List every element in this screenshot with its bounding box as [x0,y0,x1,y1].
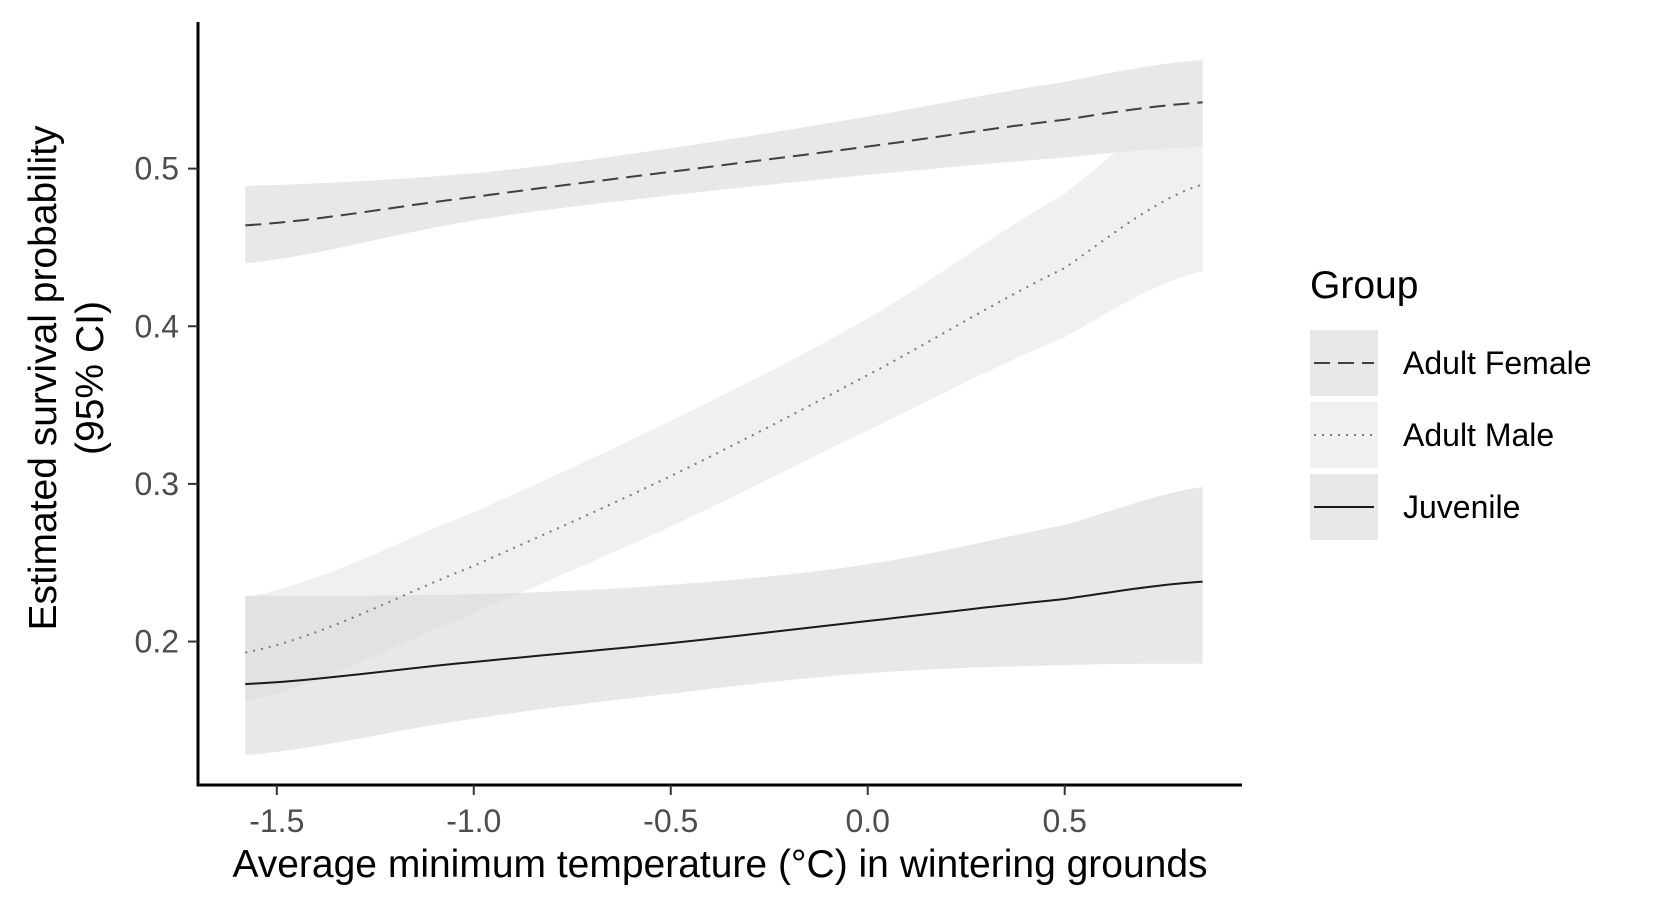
legend-label-adult-male: Adult Male [1403,417,1554,453]
axes [196,22,1242,787]
x-tick-label: 0.0 [845,803,889,839]
x-ticks: -1.5 -1.0 -0.5 0.0 0.5 [249,785,1087,839]
legend-title: Group [1310,264,1418,307]
x-tick-label: 0.5 [1042,803,1086,839]
series-lines [245,101,1203,686]
y-tick-label: 0.2 [135,624,179,660]
series-line-adult-female [245,101,1203,227]
y-tick-label: 0.3 [135,466,179,502]
ci-band-juvenile [245,487,1203,755]
x-tick-label: -1.5 [249,803,304,839]
y-axis-title: Estimated survival probability (95% CI) [22,125,112,631]
legend-label-juvenile: Juvenile [1403,489,1520,525]
legend-key-adult-male [1310,402,1378,468]
y-tick-label: 0.5 [135,151,179,187]
legend-label-adult-female: Adult Female [1403,345,1592,381]
x-axis-title: Average minimum temperature (°C) in wint… [232,843,1207,886]
x-tick-label: -0.5 [643,803,698,839]
y-ticks: 0.2 0.3 0.4 0.5 [135,151,198,660]
y-axis-title-line2: (95% CI) [69,301,112,455]
confidence-bands [245,59,1203,755]
ci-band-adult-female [245,59,1203,264]
series-line-juvenile [245,580,1203,686]
y-axis-title-line1: Estimated survival probability [22,125,65,631]
legend: Group Adult Female Adult Male Juvenile [1310,264,1592,540]
x-tick-label: -1.0 [446,803,501,839]
y-tick-label: 0.4 [135,308,179,344]
ci-band-adult-male [245,97,1203,702]
